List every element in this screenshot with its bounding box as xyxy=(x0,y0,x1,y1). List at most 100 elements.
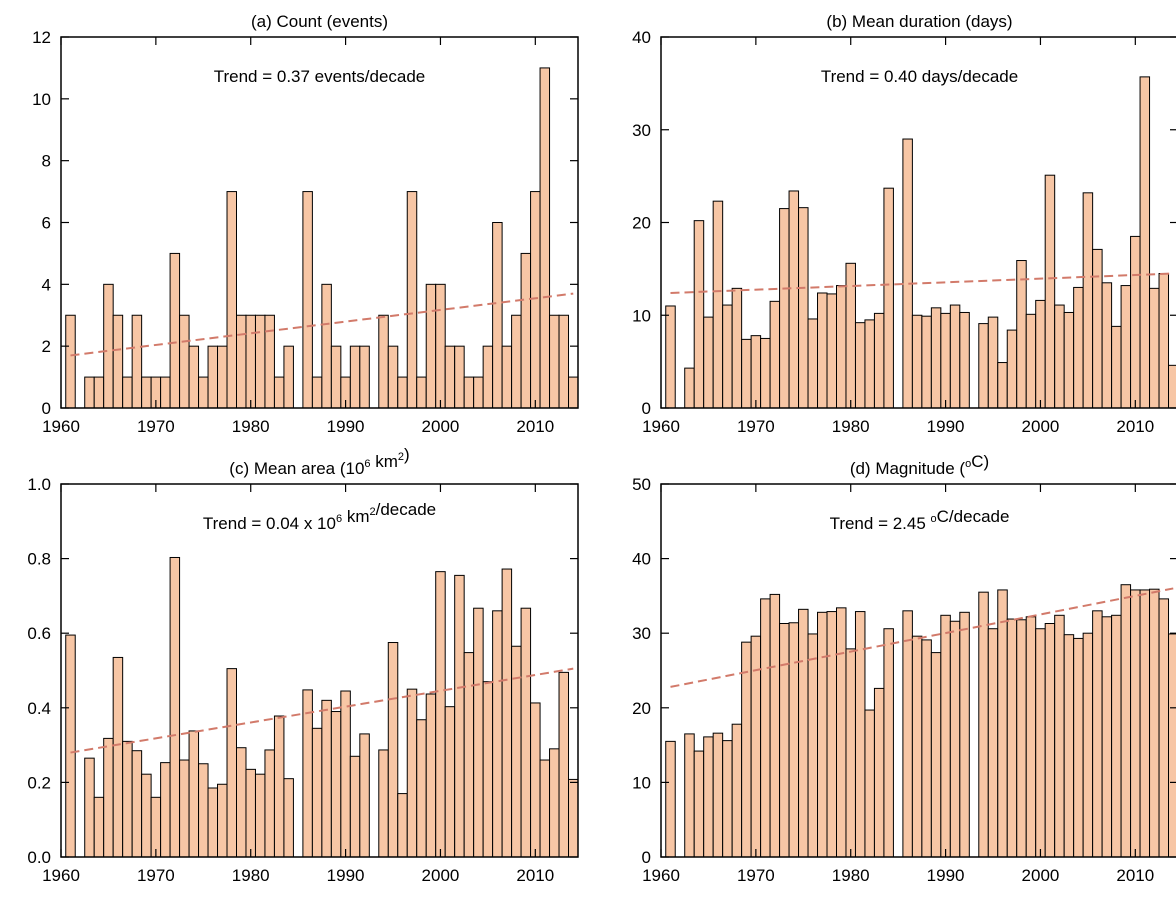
bar-a-2006 xyxy=(492,222,503,409)
bar-b-1973 xyxy=(779,208,790,409)
bar-c-1987 xyxy=(311,727,323,858)
bar-c-2014 xyxy=(568,778,579,858)
trend-annotation-b: Trend = 0.40 days/decade xyxy=(821,67,1018,86)
bar-d-1980 xyxy=(845,648,856,858)
bar-b-1976 xyxy=(807,318,819,409)
bar-c-1982 xyxy=(264,749,275,858)
xtick-label-b: 2000 xyxy=(1022,417,1060,436)
bar-d-2004 xyxy=(1073,637,1084,858)
bar-d-1974 xyxy=(788,622,800,858)
ytick-label-b: 20 xyxy=(632,214,651,233)
bar-b-2008 xyxy=(1111,325,1122,409)
ytick-label-d: 0 xyxy=(642,848,651,867)
bar-a-1994 xyxy=(378,314,389,409)
bar-a-2003 xyxy=(463,376,475,409)
ytick-label-c: 1.0 xyxy=(27,475,51,494)
bar-b-1967 xyxy=(722,304,733,409)
bar-d-1995 xyxy=(987,628,999,858)
bar-c-2011 xyxy=(539,759,551,858)
bar-d-1996 xyxy=(997,589,1008,858)
bar-d-2010 xyxy=(1130,589,1141,858)
trend-line-c xyxy=(70,667,574,754)
bar-a-1999 xyxy=(425,283,437,409)
bar-d-1963 xyxy=(684,733,695,858)
bar-a-1974 xyxy=(188,345,200,409)
bar-b-1982 xyxy=(864,319,875,409)
xtick-label-d: 1980 xyxy=(832,866,870,885)
ytick-label-c: 0.8 xyxy=(27,550,51,569)
bar-a-1969 xyxy=(141,376,152,409)
xtick-label-c: 1980 xyxy=(232,866,270,885)
xtick-label-d: 1970 xyxy=(737,866,775,885)
ytick-label-b: 40 xyxy=(632,28,651,47)
bar-b-2004 xyxy=(1073,286,1084,409)
xtick-label-d: 2000 xyxy=(1022,866,1060,885)
xtick-label-c: 1970 xyxy=(137,866,175,885)
bar-a-2004 xyxy=(473,376,484,409)
bar-a-1989 xyxy=(330,345,342,409)
chart-title-c: (c) Mean area (106 km2) xyxy=(229,445,409,478)
bar-a-1997 xyxy=(406,191,418,409)
bar-c-1963 xyxy=(84,757,95,858)
bar-d-1976 xyxy=(807,633,819,858)
trend-annotation-a: Trend = 0.37 events/decade xyxy=(214,67,426,86)
bar-d-1982 xyxy=(864,709,875,858)
xtick-label-d: 2010 xyxy=(1116,866,1154,885)
bar-c-1981 xyxy=(254,773,266,858)
bar-c-1980 xyxy=(245,768,256,858)
bar-c-1961 xyxy=(65,634,76,858)
xtick-label-a: 2000 xyxy=(422,417,460,436)
bar-b-1963 xyxy=(684,367,695,409)
bar-a-1987 xyxy=(311,376,323,409)
bar-c-1970 xyxy=(150,796,162,858)
bar-b-1969 xyxy=(741,338,752,409)
bar-a-2010 xyxy=(530,191,541,409)
bar-a-1988 xyxy=(321,283,332,409)
bar-a-2012 xyxy=(549,314,560,409)
bar-b-1994 xyxy=(978,323,989,409)
bar-b-1999 xyxy=(1025,313,1037,409)
bar-d-1965 xyxy=(703,736,714,858)
bar-d-2008 xyxy=(1111,614,1122,858)
bar-c-1977 xyxy=(217,783,228,858)
bar-d-2001 xyxy=(1044,623,1056,858)
plot-frame-d xyxy=(660,483,1176,858)
bar-b-2002 xyxy=(1054,304,1065,409)
bar-a-1996 xyxy=(397,376,408,409)
bar-a-2001 xyxy=(444,345,456,409)
bar-c-1986 xyxy=(302,689,313,858)
bar-b-1988 xyxy=(921,315,932,409)
bar-c-1983 xyxy=(273,715,285,858)
bar-b-1970 xyxy=(750,335,762,409)
bar-c-1968 xyxy=(131,750,143,858)
bar-b-1986 xyxy=(902,138,913,409)
bar-c-1964 xyxy=(93,796,105,858)
ytick-label-c: 0.6 xyxy=(27,624,51,643)
bar-a-1972 xyxy=(169,252,181,409)
bar-b-1972 xyxy=(769,300,781,409)
bar-d-2012 xyxy=(1149,588,1160,858)
ytick-label-d: 30 xyxy=(632,624,651,643)
bar-b-2000 xyxy=(1035,299,1046,409)
xtick-label-b: 1960 xyxy=(642,417,680,436)
bar-b-1961 xyxy=(665,305,676,409)
ytick-label-a: 6 xyxy=(42,214,51,233)
bar-c-1998 xyxy=(416,719,427,858)
bar-b-1978 xyxy=(826,293,838,409)
bar-c-1999 xyxy=(425,693,437,858)
bar-d-1987 xyxy=(911,635,923,858)
bar-a-2014 xyxy=(568,376,579,409)
bar-d-2013 xyxy=(1158,598,1170,858)
bar-b-2010 xyxy=(1130,235,1141,409)
bar-b-1990 xyxy=(940,312,951,409)
bar-a-1976 xyxy=(207,345,219,409)
bar-d-1991 xyxy=(949,620,961,858)
xtick-label-b: 1990 xyxy=(927,417,965,436)
ytick-label-b: 0 xyxy=(642,399,651,418)
ytick-label-a: 2 xyxy=(42,337,51,356)
bar-b-2005 xyxy=(1082,192,1094,409)
bar-d-1983 xyxy=(873,687,885,858)
bar-c-1995 xyxy=(387,642,399,858)
bar-d-1961 xyxy=(665,740,676,858)
